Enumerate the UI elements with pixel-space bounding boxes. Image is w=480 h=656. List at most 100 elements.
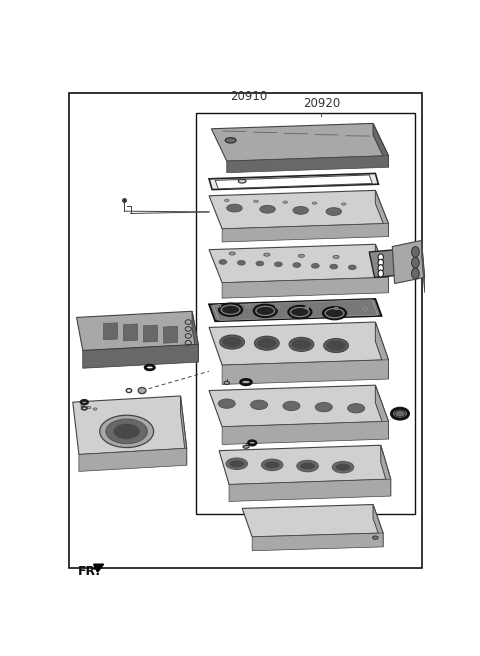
Text: FR.: FR. [78,565,101,579]
Polygon shape [222,277,388,298]
Ellipse shape [254,305,277,317]
Ellipse shape [225,138,236,143]
Ellipse shape [348,265,356,270]
Ellipse shape [257,338,277,348]
Ellipse shape [218,399,235,408]
Ellipse shape [411,247,419,257]
Ellipse shape [326,340,346,351]
Polygon shape [219,445,391,485]
Polygon shape [375,244,388,293]
Ellipse shape [324,338,348,352]
Ellipse shape [293,207,308,215]
Ellipse shape [256,306,275,316]
Polygon shape [229,479,391,501]
Ellipse shape [260,205,275,213]
Ellipse shape [276,306,279,308]
Polygon shape [421,240,425,293]
Ellipse shape [323,307,346,319]
Polygon shape [222,359,388,384]
Ellipse shape [334,307,338,310]
Ellipse shape [81,405,84,407]
Ellipse shape [363,308,367,310]
Ellipse shape [256,261,264,266]
Ellipse shape [217,305,221,307]
Polygon shape [79,448,187,472]
Ellipse shape [291,339,312,350]
Ellipse shape [378,264,384,272]
Ellipse shape [299,255,304,257]
Ellipse shape [411,268,419,279]
Ellipse shape [378,270,384,277]
Ellipse shape [226,458,248,470]
Ellipse shape [219,304,242,316]
Polygon shape [242,504,383,537]
Ellipse shape [220,335,244,349]
Polygon shape [144,325,157,342]
Polygon shape [222,224,388,242]
Polygon shape [227,155,388,173]
Ellipse shape [332,461,354,473]
Ellipse shape [330,264,337,269]
Ellipse shape [293,263,300,268]
Ellipse shape [392,408,408,419]
Polygon shape [252,533,383,551]
Polygon shape [164,326,178,343]
Text: 20920: 20920 [303,96,340,110]
Ellipse shape [229,252,235,255]
Polygon shape [209,299,382,321]
Ellipse shape [238,179,246,183]
Ellipse shape [312,202,317,204]
Ellipse shape [106,419,147,443]
Ellipse shape [246,305,250,308]
Polygon shape [211,123,388,161]
Ellipse shape [275,262,282,266]
Polygon shape [369,250,402,277]
Ellipse shape [264,253,270,256]
Ellipse shape [224,381,229,384]
Polygon shape [373,504,383,547]
Polygon shape [209,385,388,427]
Ellipse shape [283,201,288,203]
Polygon shape [209,190,388,229]
Ellipse shape [289,337,314,352]
Ellipse shape [87,406,91,409]
Ellipse shape [326,208,341,215]
Polygon shape [73,396,187,455]
Ellipse shape [372,536,378,539]
Polygon shape [192,311,198,362]
Polygon shape [215,175,372,189]
Ellipse shape [219,260,227,264]
Ellipse shape [341,203,346,205]
Ellipse shape [411,257,419,268]
Ellipse shape [229,460,244,468]
Ellipse shape [222,337,242,348]
Ellipse shape [225,199,229,201]
Ellipse shape [243,445,249,448]
Ellipse shape [348,403,365,413]
Ellipse shape [283,401,300,411]
Ellipse shape [93,408,97,410]
Polygon shape [104,323,118,340]
Ellipse shape [227,204,242,212]
Ellipse shape [378,259,384,266]
Ellipse shape [305,306,309,309]
Ellipse shape [100,415,154,447]
Ellipse shape [336,463,351,471]
Polygon shape [222,421,388,445]
Ellipse shape [333,255,339,258]
Ellipse shape [262,459,283,470]
Polygon shape [375,322,388,379]
Ellipse shape [312,264,319,268]
Ellipse shape [254,200,258,203]
Polygon shape [209,244,388,283]
Ellipse shape [238,260,245,265]
Polygon shape [83,344,198,368]
Ellipse shape [378,254,384,261]
Ellipse shape [325,308,344,318]
Ellipse shape [288,306,312,318]
Ellipse shape [315,403,332,412]
Text: 20910: 20910 [230,89,267,102]
Polygon shape [77,311,198,350]
Ellipse shape [395,410,406,417]
Ellipse shape [297,461,318,472]
